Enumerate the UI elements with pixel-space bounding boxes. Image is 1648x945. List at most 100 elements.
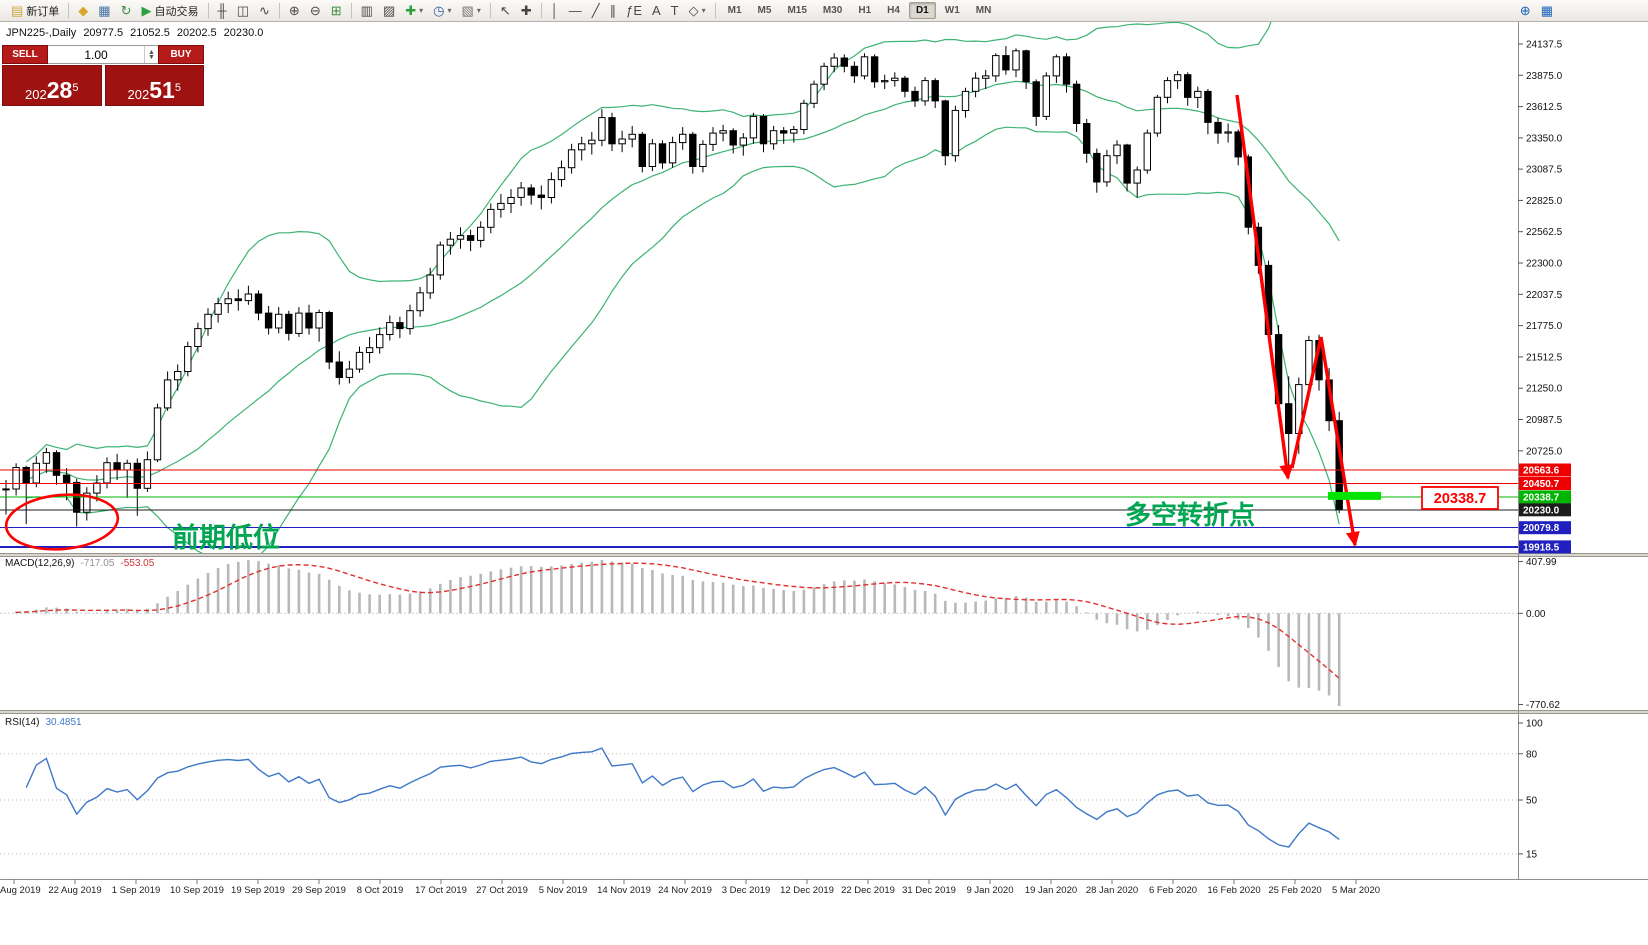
text-label-icon[interactable]: T bbox=[670, 3, 679, 18]
candlestick-chart-icon[interactable]: ◫ bbox=[236, 3, 250, 18]
buy-button[interactable]: BUY bbox=[158, 45, 204, 64]
crosshair-icon[interactable]: ✚ bbox=[520, 3, 532, 18]
timeframe-w1[interactable]: W1 bbox=[944, 5, 960, 16]
candle-body bbox=[648, 143, 657, 168]
line-chart-icon[interactable]: ∿ bbox=[259, 3, 270, 18]
sell-button[interactable]: SELL bbox=[2, 45, 48, 64]
volume-down-icon[interactable]: ▼ bbox=[148, 53, 155, 61]
candle-body bbox=[315, 312, 323, 329]
text-icon[interactable]: A bbox=[652, 3, 661, 18]
candle-body bbox=[1173, 74, 1182, 82]
candle-body bbox=[113, 462, 121, 471]
refresh-icon[interactable]: ↻ bbox=[120, 3, 132, 18]
candle-body bbox=[719, 130, 727, 134]
price-tag-20338.7 bbox=[1519, 490, 1571, 504]
timeframe-h1[interactable]: H1 bbox=[858, 5, 872, 16]
cursor-icon[interactable]: ↖ bbox=[499, 3, 511, 18]
chart-low-value: 20202.5 bbox=[176, 27, 217, 39]
candle-body bbox=[739, 137, 747, 146]
toolbar-separator bbox=[489, 3, 491, 18]
candle-body bbox=[759, 115, 768, 145]
price-tag-20450.7 bbox=[1519, 477, 1571, 490]
vertical-line-icon[interactable]: │ bbox=[550, 3, 559, 18]
arrows-tool-icon[interactable]: ◇ ▾ bbox=[688, 3, 706, 18]
date-axis-label: 9 Jan 2020 bbox=[966, 885, 1013, 896]
candle-body bbox=[870, 56, 879, 83]
auto-trading-button-label: 自动交易 bbox=[154, 5, 199, 18]
auto-trading-button[interactable]: ▶ 自动交易 bbox=[137, 2, 204, 20]
price-callout-box[interactable] bbox=[1421, 486, 1499, 510]
macd-signal-line bbox=[16, 562, 1340, 679]
panel-splitter[interactable] bbox=[0, 553, 1648, 557]
buy-price[interactable]: 202 51 5 bbox=[104, 65, 204, 106]
price-axis-label: 23087.5 bbox=[1526, 165, 1563, 176]
candle-body bbox=[1103, 155, 1111, 183]
trend-arrow-3[interactable] bbox=[1319, 336, 1360, 547]
macd-panel bbox=[0, 560, 1518, 706]
candle-body bbox=[1042, 75, 1050, 117]
equidistant-channel-icon[interactable]: ∥ bbox=[609, 3, 617, 18]
sell-price[interactable]: 202 28 5 bbox=[2, 65, 102, 106]
candle-body bbox=[1052, 56, 1061, 77]
bar-chart-icon[interactable]: ╫ bbox=[217, 3, 227, 18]
date-axis-label: 5 Mar 2020 bbox=[1332, 885, 1380, 896]
price-axis-label: 22562.5 bbox=[1526, 227, 1563, 238]
new-order-button[interactable]: ▤ 新订单 bbox=[6, 2, 64, 20]
macd-scale-label: 407.99 bbox=[1526, 557, 1557, 568]
timeframe-mn[interactable]: MN bbox=[975, 5, 992, 16]
candle-body bbox=[840, 57, 848, 67]
market-watch-icon[interactable]: ▦ bbox=[98, 3, 111, 18]
candle-body bbox=[709, 132, 717, 145]
chart-symbol-period: JPN225-,Daily bbox=[6, 27, 77, 39]
chart-open-value: 20977.5 bbox=[83, 27, 124, 39]
candle-body bbox=[931, 80, 939, 102]
candle-body bbox=[1002, 55, 1010, 71]
tile-windows-icon[interactable]: ⊞ bbox=[330, 3, 342, 18]
trendline-icon[interactable]: ╱ bbox=[591, 3, 600, 18]
fibonacci-icon[interactable]: ƒE bbox=[626, 3, 642, 18]
caret-icon: ▾ bbox=[476, 6, 481, 15]
panel-splitter[interactable] bbox=[0, 710, 1648, 714]
add-indicator-button[interactable]: ✚ ▾ bbox=[405, 3, 424, 18]
previous-low-circle[interactable] bbox=[4, 490, 120, 554]
timeframe-m30[interactable]: M30 bbox=[822, 5, 843, 16]
date-axis-label: 12 Dec 2019 bbox=[780, 885, 834, 896]
timeframe-h4[interactable]: H4 bbox=[887, 5, 900, 16]
timeframe-m5[interactable]: M5 bbox=[757, 5, 772, 16]
candle-body bbox=[477, 226, 485, 241]
macd-signal-value: -553.05 bbox=[120, 558, 155, 569]
trend-arrow-1[interactable] bbox=[1235, 94, 1294, 480]
candle-body bbox=[921, 80, 929, 102]
macd-main-value: -717.05 bbox=[80, 558, 115, 569]
candle-body bbox=[1093, 152, 1101, 183]
zoom-in-icon[interactable]: ⊕ bbox=[288, 3, 300, 18]
alerts-icon[interactable]: ◆ bbox=[78, 3, 89, 18]
zoom-chart-icon[interactable]: ⊕ bbox=[1519, 3, 1531, 18]
period-button[interactable]: ◷ ▾ bbox=[433, 3, 452, 18]
navigator-icon[interactable]: ▨ bbox=[382, 3, 396, 18]
timeframe-m15[interactable]: M15 bbox=[787, 5, 807, 16]
timeframe-m1[interactable]: M1 bbox=[727, 5, 742, 16]
chart-close-value: 20230.0 bbox=[223, 27, 264, 39]
price-axis[interactable]: 24137.5 23875.0 23612.5 23350.0 23087.5 22825… bbox=[1518, 22, 1571, 879]
volume-input[interactable] bbox=[48, 46, 144, 63]
price-tag-text: 20338.7 bbox=[1523, 492, 1560, 503]
candle-body bbox=[628, 133, 636, 140]
data-window-icon[interactable]: ▥ bbox=[360, 3, 373, 18]
volume-up-icon[interactable]: ▲ bbox=[148, 48, 155, 56]
date-axis-label: 5 Nov 2019 bbox=[539, 885, 588, 896]
zoom-out-icon[interactable]: ⊖ bbox=[309, 3, 321, 18]
template-button[interactable]: ▧ ▾ bbox=[461, 3, 481, 18]
horizontal-line-icon[interactable]: — bbox=[568, 3, 582, 18]
caret-icon: ▾ bbox=[701, 6, 706, 15]
date-axis[interactable]: 15 Aug 2019 22 Aug 2019 1 Sep 2019 10 Sep 2… bbox=[0, 879, 1648, 896]
buy-price-pip: 5 bbox=[174, 82, 181, 94]
window-list-icon[interactable]: ▦ bbox=[1540, 3, 1553, 18]
candle-body bbox=[1032, 81, 1040, 117]
sell-price-main: 202 bbox=[25, 87, 47, 102]
trend-arrow-2[interactable] bbox=[1290, 336, 1323, 469]
date-axis-label: 16 Feb 2020 bbox=[1207, 885, 1260, 896]
timeframe-d1[interactable]: D1 bbox=[908, 2, 936, 19]
